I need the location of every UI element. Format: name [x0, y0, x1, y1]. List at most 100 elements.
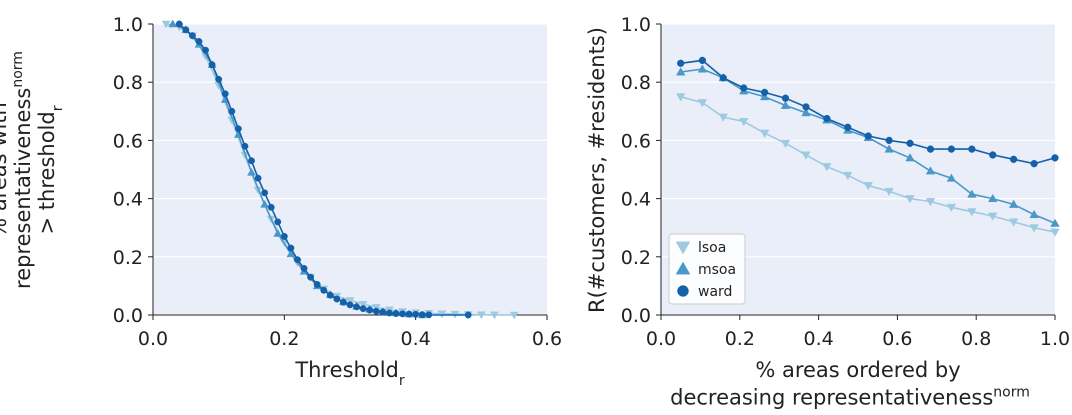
y-tick-label: 0.8 — [113, 72, 143, 94]
x-tick-label: 0.2 — [269, 328, 299, 350]
legend: lsoa msoa ward — [668, 233, 746, 305]
data-point-ward — [781, 94, 790, 102]
data-point-ward — [372, 307, 380, 315]
data-point-ward — [300, 264, 308, 272]
data-point-ward — [182, 26, 190, 34]
data-point-msoa — [780, 100, 791, 109]
x-tick-label: 0.0 — [646, 328, 676, 350]
chart-right: 0.0 0.2 0.4 0.6 0.8 1.0 0.0 0.2 0.4 0.6 0.8 1.0 % ar… — [585, 14, 1070, 409]
data-point-ward — [353, 303, 361, 311]
data-point-ward — [399, 310, 406, 318]
data-point-ward — [346, 301, 354, 309]
data-point-msoa — [925, 166, 936, 175]
data-point-ward — [254, 174, 262, 182]
data-point-ward — [188, 32, 196, 40]
data-point-lsoa — [967, 208, 977, 217]
data-point-msoa — [1050, 218, 1060, 227]
data-point-msoa — [946, 173, 957, 182]
data-point-msoa — [759, 91, 770, 101]
legend-label-msoa: msoa — [698, 262, 736, 278]
data-point-ward — [175, 20, 183, 28]
data-point-ward — [677, 59, 685, 67]
data-point-lsoa — [1050, 228, 1060, 237]
x-tick-label: 0.6 — [882, 328, 912, 350]
y-tick-label: 0.0 — [621, 305, 651, 327]
chart-left: 0.0 0.2 0.4 0.6 0.8 1.0 0.0 0.2 0.4 0.6 Thresholdr… — [0, 14, 562, 389]
data-point-lsoa — [946, 203, 957, 213]
data-point-ward — [802, 103, 810, 111]
data-point-msoa — [247, 167, 256, 176]
data-point-ward — [267, 203, 275, 211]
data-point-lsoa — [345, 297, 355, 305]
data-point-ward — [195, 38, 203, 45]
data-point-ward — [221, 90, 229, 98]
data-point-ward — [392, 310, 400, 317]
data-point-lsoa — [905, 195, 915, 204]
data-point-ward — [248, 157, 255, 165]
x-tick-label: 1.0 — [1040, 328, 1070, 350]
data-point-ward — [274, 218, 282, 226]
data-point-ward — [760, 88, 769, 97]
data-point-lsoa — [718, 113, 728, 122]
data-point-ward — [366, 306, 374, 314]
y-axis-label: R(#customers, #residents) — [585, 27, 609, 313]
data-point-ward — [287, 244, 295, 252]
y-tick-label: 0.4 — [621, 189, 651, 211]
y-tick-label: 0.6 — [621, 130, 651, 152]
data-point-ward — [208, 61, 216, 69]
data-point-ward — [906, 139, 914, 147]
data-point-ward — [333, 295, 341, 303]
data-point-ward — [1009, 155, 1018, 163]
legend-marker-msoa — [675, 261, 691, 275]
data-point-ward — [968, 145, 976, 153]
data-point-lsoa — [697, 99, 708, 108]
data-point-ward — [864, 132, 872, 140]
data-point-ward — [228, 107, 236, 115]
data-point-ward — [823, 114, 831, 123]
data-point-ward — [307, 273, 315, 281]
data-point-msoa — [967, 189, 977, 198]
data-point-lsoa — [490, 311, 499, 320]
data-point-lsoa — [780, 139, 791, 149]
data-point-ward — [1030, 160, 1038, 168]
data-point-lsoa — [358, 300, 368, 309]
data-point-ward — [989, 151, 997, 159]
legend-label-lsoa: lsoa — [698, 240, 726, 256]
data-point-msoa — [260, 199, 270, 208]
data-point-ward — [844, 123, 852, 131]
data-point-lsoa — [884, 187, 894, 197]
plot-area — [153, 24, 547, 315]
legend-marker-lsoa — [675, 241, 691, 255]
y-tick-label: 0.2 — [621, 247, 651, 269]
data-point-ward — [202, 46, 209, 54]
data-point-lsoa — [863, 182, 873, 191]
data-point-ward — [698, 56, 707, 65]
data-point-ward — [385, 309, 393, 317]
data-point-ward — [215, 75, 223, 83]
data-point-lsoa — [161, 20, 171, 29]
legend-marker-ward — [677, 285, 689, 297]
data-point-lsoa — [759, 129, 770, 138]
x-tick-label: 0.4 — [803, 328, 833, 350]
data-point-ward — [320, 286, 328, 294]
data-point-lsoa — [843, 171, 853, 181]
data-point-ward — [740, 84, 748, 92]
x-tick-label: 0.0 — [138, 328, 168, 350]
data-point-lsoa — [676, 93, 686, 102]
data-point-ward — [947, 145, 956, 153]
data-point-msoa — [286, 249, 296, 258]
data-point-msoa — [697, 64, 708, 73]
data-point-msoa — [801, 108, 811, 117]
legend-label-ward: ward — [698, 284, 732, 300]
x-tick-label: 0.6 — [532, 328, 562, 350]
data-point-ward — [464, 311, 472, 319]
data-point-ward — [405, 310, 413, 318]
data-point-lsoa — [739, 118, 749, 127]
x-axis-label: % areas ordered by decreasing representat… — [670, 358, 1030, 409]
data-point-ward — [885, 136, 893, 145]
data-point-lsoa — [988, 212, 998, 221]
data-point-lsoa — [1008, 218, 1019, 227]
data-point-lsoa — [509, 311, 519, 320]
y-tick-label: 0.4 — [113, 189, 143, 211]
